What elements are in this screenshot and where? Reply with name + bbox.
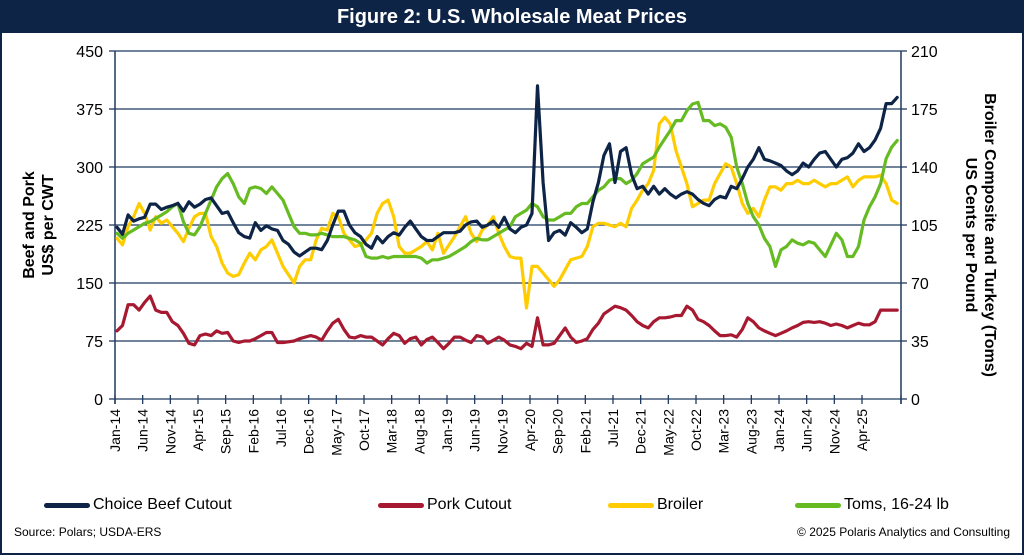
x-tick-label: Jul-16 bbox=[273, 409, 289, 447]
x-tick-label: Mar-18 bbox=[384, 409, 400, 454]
legend-swatch-pork bbox=[378, 502, 424, 508]
gridlines bbox=[114, 50, 902, 404]
x-tick-label: Sep-15 bbox=[218, 409, 234, 454]
y-axis-left-ticks: 0 75 150 225 300 375 450 bbox=[76, 44, 115, 409]
x-tick-label: Aug-23 bbox=[743, 409, 759, 454]
x-tick-label: Mar-23 bbox=[716, 409, 732, 454]
x-tick-label: Sep-20 bbox=[550, 409, 566, 454]
series-line-pork-cutout bbox=[115, 294, 899, 351]
x-tick-label: May-22 bbox=[660, 409, 676, 456]
y-right-tick-label: 105 bbox=[911, 218, 938, 235]
y-left-tick-label: 0 bbox=[94, 392, 103, 409]
x-tick-label: Feb-21 bbox=[577, 409, 593, 454]
y-axis-left-label-line2: US$ per CWT bbox=[40, 174, 57, 276]
x-tick-label: Oct-22 bbox=[688, 409, 704, 451]
source-note: Source: Polars; USDA-ERS bbox=[14, 525, 162, 539]
x-tick-label: Aug-18 bbox=[411, 409, 427, 454]
series-line-choice-beef-cutout bbox=[115, 84, 899, 258]
x-tick-label: Jan-19 bbox=[439, 409, 455, 452]
y-right-tick-label: 70 bbox=[911, 276, 929, 293]
legend-item-toms: Toms, 16-24 lb bbox=[795, 496, 949, 514]
x-tick-label: Dec-16 bbox=[301, 409, 317, 454]
x-tick-label: Nov-19 bbox=[494, 409, 510, 454]
x-tick-label: May-17 bbox=[328, 409, 344, 456]
y-left-tick-label: 450 bbox=[76, 44, 103, 61]
y-axis-right-ticks: 0 35 70 105 140 175 210 bbox=[901, 44, 938, 409]
x-tick-label: Jun-24 bbox=[799, 409, 815, 452]
legend-label-toms: Toms, 16-24 lb bbox=[844, 496, 949, 513]
x-tick-label: Oct-17 bbox=[356, 409, 372, 451]
legend-swatch-beef bbox=[44, 502, 90, 508]
y-left-tick-label: 225 bbox=[76, 218, 103, 235]
copyright-note: © 2025 Polaris Analytics and Consulting bbox=[797, 525, 1010, 539]
y-right-tick-label: 140 bbox=[911, 160, 938, 177]
y-axis-left-label-line1: Beef and Pork bbox=[21, 171, 38, 279]
x-tick-label: Apr-20 bbox=[522, 409, 538, 451]
series-lines bbox=[115, 84, 899, 351]
legend-label-pork: Pork Cutout bbox=[427, 496, 512, 513]
x-tick-label: Apr-25 bbox=[854, 409, 870, 451]
legend-label-beef: Choice Beef Cutout bbox=[93, 496, 232, 513]
legend-item-pork: Pork Cutout bbox=[378, 496, 511, 514]
y-right-tick-label: 210 bbox=[911, 44, 938, 61]
y-left-tick-label: 75 bbox=[85, 334, 103, 351]
y-right-tick-label: 0 bbox=[911, 392, 920, 409]
series-line-broiler bbox=[115, 115, 899, 310]
x-tick-label: Nov-24 bbox=[826, 409, 842, 454]
legend-item-broiler: Broiler bbox=[608, 496, 703, 514]
y-left-tick-label: 375 bbox=[76, 102, 103, 119]
y-left-tick-label: 150 bbox=[76, 276, 103, 293]
x-tick-label: Jul-21 bbox=[605, 409, 621, 447]
legend-swatch-broiler bbox=[608, 502, 654, 508]
x-tick-label: Dec-21 bbox=[633, 409, 649, 454]
x-tick-label: Jun-19 bbox=[467, 409, 483, 452]
series-line-toms-16-24-lb bbox=[115, 100, 899, 268]
x-tick-label: Nov-14 bbox=[162, 409, 178, 454]
y-right-tick-label: 35 bbox=[911, 334, 929, 351]
y-right-tick-label: 175 bbox=[911, 102, 938, 119]
legend-swatch-toms bbox=[795, 502, 841, 508]
y-axis-right-label-line2: US Cents per Pound bbox=[962, 158, 979, 313]
x-axis-ticks: Jan-14 Jun-14 Nov-14 Apr-15 Sep-15 Feb-16 Jul-… bbox=[107, 395, 902, 456]
x-tick-label: Jan-24 bbox=[771, 409, 787, 452]
x-tick-label: Jun-14 bbox=[135, 409, 151, 452]
x-tick-label: Feb-16 bbox=[245, 409, 261, 454]
x-tick-label: Apr-15 bbox=[190, 409, 206, 451]
legend-item-beef: Choice Beef Cutout bbox=[44, 496, 232, 514]
y-left-tick-label: 300 bbox=[76, 160, 103, 177]
legend-label-broiler: Broiler bbox=[657, 496, 704, 513]
y-axis-right-label-line1: Broiler Composite and Turkey (Toms) bbox=[981, 93, 998, 377]
x-tick-label: Jan-14 bbox=[107, 409, 123, 452]
chart-title: Figure 2: U.S. Wholesale Meat Prices bbox=[0, 0, 1024, 33]
